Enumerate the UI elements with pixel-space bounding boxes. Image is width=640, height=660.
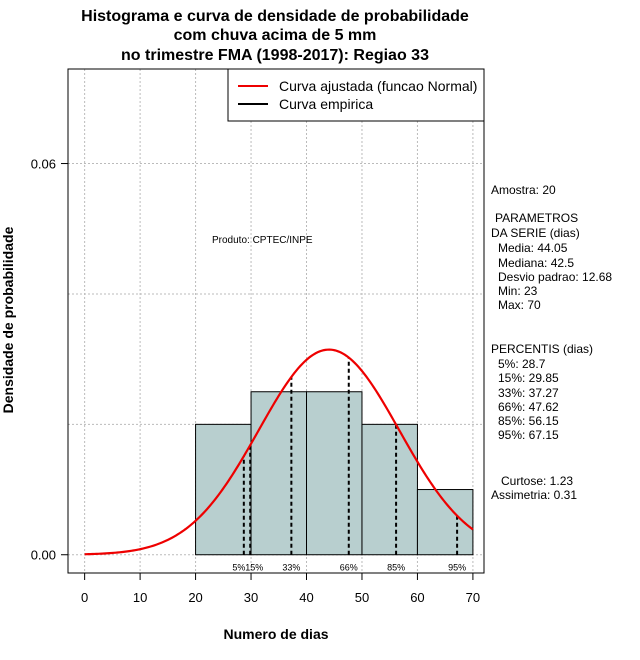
stat-assimetria: Assimetria: 0.31: [491, 488, 577, 502]
x-tick-label: 40: [299, 590, 313, 605]
percentile-label: 66%: [340, 563, 358, 573]
legend-label-fitted: Curva ajustada (funcao Normal): [279, 78, 477, 94]
stat-mediana: Mediana: 42.5: [498, 256, 574, 270]
histogram-bar: [361, 423, 418, 556]
stat-p33: 33%: 37.27: [498, 386, 559, 400]
percentile-label: 33%: [282, 563, 300, 573]
percentile-label: 95%: [448, 563, 466, 573]
x-tick-label: 0: [81, 590, 88, 605]
percentile-label: 85%: [387, 563, 405, 573]
stat-p95: 95%: 67.15: [498, 428, 559, 442]
stat-desvio: Desvio padrao: 12.68: [498, 270, 612, 284]
histogram-bars: [195, 391, 474, 556]
x-tick-label: 50: [355, 590, 369, 605]
x-tick-label: 60: [410, 590, 424, 605]
x-tick-label: 20: [188, 590, 202, 605]
stat-p66: 66%: 47.62: [498, 400, 559, 414]
legend: Curva ajustada (funcao Normal) Curva emp…: [227, 68, 485, 122]
x-axis: 0 10 20 30 40 50 60 70: [81, 572, 480, 605]
stat-media: Media: 44.05: [498, 241, 568, 255]
y-tick-label: 0.00: [31, 548, 56, 563]
stat-param-title-1: PARAMETROS: [495, 211, 578, 225]
legend-label-empirical: Curva empirica: [279, 96, 373, 112]
stat-p15: 15%: 29.85: [498, 371, 559, 385]
produto-annotation: Produto: CPTEC/INPE: [212, 235, 313, 246]
y-tick-label: 0.06: [31, 157, 56, 172]
histogram-bar: [250, 391, 308, 556]
percentile-labels: 5% 15% 33% 66% 85% 95%: [232, 563, 466, 573]
y-axis-title: Densidade de probabilidade: [0, 226, 16, 413]
x-tick-label: 10: [133, 590, 147, 605]
stat-amostra: Amostra: 20: [491, 183, 556, 197]
stats-panel: Amostra: 20 PARAMETROS DA SERIE (dias) M…: [491, 183, 612, 502]
normal-fit-curve: [84, 348, 474, 556]
percentile-label: 15%: [245, 563, 263, 573]
stat-param-title-2: DA SERIE (dias): [491, 226, 580, 240]
histogram-bar: [306, 391, 363, 556]
stat-pct-title: PERCENTIS (dias): [491, 342, 593, 356]
stat-p85: 85%: 56.15: [498, 414, 559, 428]
percentile-lines: [242, 357, 459, 555]
chart-title-line-2: com chuva acima de 5 mm: [174, 27, 377, 44]
stat-max: Max: 70: [498, 298, 541, 312]
chart-title-line-3: no trimestre FMA (1998-2017): Regiao 33: [121, 47, 429, 64]
y-axis: 0.00 0.06: [31, 157, 69, 563]
stat-p5: 5%: 28.7: [498, 357, 546, 371]
x-axis-title: Numero de dias: [223, 626, 328, 642]
chart-title-line-1: Histograma e curva de densidade de proba…: [81, 8, 469, 25]
stat-min: Min: 23: [498, 284, 538, 298]
stat-curtose: Curtose: 1.23: [501, 474, 573, 488]
percentile-label: 5%: [232, 563, 245, 573]
x-tick-label: 70: [466, 590, 480, 605]
x-tick-label: 30: [244, 590, 258, 605]
legend-box: [227, 68, 485, 122]
